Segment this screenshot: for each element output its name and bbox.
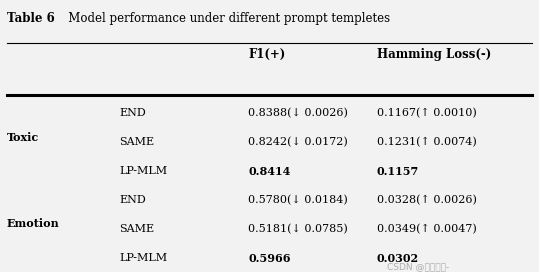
Text: LP-MLM: LP-MLM xyxy=(119,253,168,263)
Text: 0.1157: 0.1157 xyxy=(377,166,419,177)
Text: Toxic: Toxic xyxy=(7,132,39,143)
Text: LP-MLM: LP-MLM xyxy=(119,166,168,176)
Text: 0.8388(↓ 0.0026): 0.8388(↓ 0.0026) xyxy=(248,109,348,119)
Text: 0.8242(↓ 0.0172): 0.8242(↓ 0.0172) xyxy=(248,137,348,148)
Text: SAME: SAME xyxy=(119,224,155,234)
Text: 0.0349(↑ 0.0047): 0.0349(↑ 0.0047) xyxy=(377,224,476,234)
Text: 0.0328(↑ 0.0026): 0.0328(↑ 0.0026) xyxy=(377,195,476,205)
Text: 0.8414: 0.8414 xyxy=(248,166,291,177)
Text: Emotion: Emotion xyxy=(7,218,59,230)
Text: Model performance under different prompt templetes: Model performance under different prompt… xyxy=(57,12,390,25)
Text: Hamming Loss(-): Hamming Loss(-) xyxy=(377,48,491,61)
Text: END: END xyxy=(119,109,146,118)
Text: 0.0302: 0.0302 xyxy=(377,253,419,264)
Text: CSDN @征途骼然-: CSDN @征途骼然- xyxy=(388,262,450,271)
Text: F1(+): F1(+) xyxy=(248,48,285,61)
Text: 0.5780(↓ 0.0184): 0.5780(↓ 0.0184) xyxy=(248,195,348,205)
Text: SAME: SAME xyxy=(119,137,155,147)
Text: 0.5181(↓ 0.0785): 0.5181(↓ 0.0785) xyxy=(248,224,348,234)
Text: 0.5966: 0.5966 xyxy=(248,253,291,264)
Text: Table 6: Table 6 xyxy=(7,12,54,25)
Text: 0.1231(↑ 0.0074): 0.1231(↑ 0.0074) xyxy=(377,137,476,148)
Text: 0.1167(↑ 0.0010): 0.1167(↑ 0.0010) xyxy=(377,109,476,119)
Text: END: END xyxy=(119,195,146,205)
